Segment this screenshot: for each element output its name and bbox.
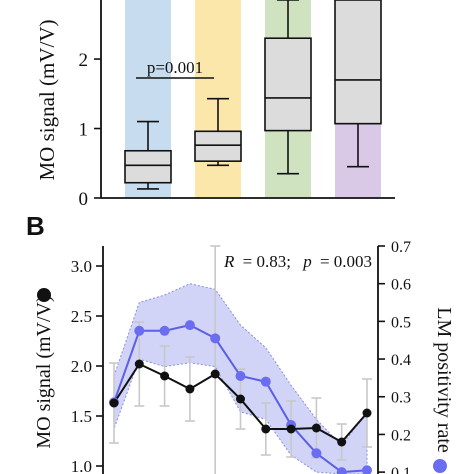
mo-signal-point-1	[109, 398, 119, 408]
annotation-r-value: = 0.83;	[243, 252, 291, 271]
panel-b-left-tick-label-2: 2.0	[71, 357, 92, 376]
panel-b-points	[109, 320, 372, 474]
panel-b-left-legend-marker	[37, 288, 51, 302]
mo-signal-point-9	[311, 423, 321, 433]
lm-positivity-point-3	[159, 325, 170, 336]
panel-b-right-axis: 0.1 0.2 0.3 0.4 0.5 0.6 0.7	[377, 239, 411, 474]
panel-a-boxes	[124, 0, 382, 190]
panel-a-y-tick-label-1: 1	[79, 120, 89, 141]
panel-b: B 1.01.52.02.53.0 0.10.20.30.40.50.60.7 …	[26, 211, 455, 474]
panel-a-y-tick-label-0: 0	[79, 189, 89, 210]
panel-b-right-tick-label-2: 0.3	[391, 390, 411, 407]
mo-signal-point-2	[134, 359, 144, 369]
panel-b-left-tick-label-1: 1.5	[71, 407, 92, 426]
panel-b-right-tick-label-1: 0.2	[391, 427, 411, 444]
mo-signal-point-7	[261, 424, 271, 434]
mo-signal-point-11	[362, 408, 372, 418]
panel-b-label: B	[26, 211, 45, 241]
box-iqr	[264, 37, 312, 132]
box-group-3	[264, 0, 312, 175]
lm-positivity-point-11	[362, 465, 372, 474]
panel-a: 0 1 2 MO signal (mV/V) p=0.001	[35, 0, 395, 210]
panel-a-p-value-annotation: p=0.001	[147, 58, 203, 77]
lm-positivity-point-2	[134, 325, 145, 336]
mo-signal-point-6	[236, 394, 245, 404]
box-group-1	[124, 120, 172, 190]
lm-positivity-point-9	[311, 448, 322, 459]
panel-b-right-tick-label-5: 0.6	[391, 277, 411, 294]
panel-b-right-tick-label-0: 0.1	[391, 465, 411, 474]
panel-b-left-tick-label-3: 2.5	[71, 307, 92, 326]
mo-signal-point-3	[160, 371, 170, 381]
annotation-r-symbol: R	[223, 252, 235, 271]
mo-signal-point-8	[286, 424, 296, 434]
lm-positivity-point-10	[336, 467, 347, 474]
panel-b-correlation-annotation: R = 0.83; p = 0.003	[223, 252, 372, 271]
mo-signal-point-10	[337, 437, 347, 447]
panel-b-left-tick-label-0: 1.0	[71, 457, 92, 474]
panel-b-right-legend-marker	[433, 459, 447, 473]
box-group-2	[194, 97, 242, 167]
panel-b-right-tick-label-4: 0.5	[391, 314, 411, 331]
lm-positivity-point-7	[260, 376, 271, 387]
box-group-4	[334, 0, 382, 168]
panel-b-left-axis: 1.0 1.5 2.0 2.5 3.0	[71, 246, 104, 474]
mo-signal-point-5	[210, 369, 220, 379]
panel-b-right-axis-label: LM positivity rate	[433, 307, 455, 453]
lm-positivity-point-4	[184, 320, 195, 331]
box-iqr	[194, 130, 242, 162]
panel-a-y-axis-label: MO signal (mV/V)	[35, 20, 59, 181]
panel-b-right-tick-label-3: 0.4	[391, 352, 411, 369]
lm-positivity-point-5	[210, 333, 221, 344]
mo-signal-point-4	[185, 384, 195, 394]
panel-b-right-tick-label-6: 0.7	[391, 239, 411, 256]
panel-b-left-tick-label-4: 3.0	[71, 257, 92, 276]
error-bar-5	[210, 245, 221, 474]
annotation-p-symbol: p	[302, 252, 312, 271]
box-iqr	[334, 0, 382, 125]
box-iqr	[124, 149, 172, 184]
panel-a-y-tick-label-2: 2	[79, 50, 89, 71]
lm-positivity-point-6	[235, 371, 246, 382]
annotation-p-value: = 0.003	[320, 252, 372, 271]
panel-b-left-axis-label: MO signal (mV/V)	[33, 295, 55, 448]
panel-a-y-axis: 0 1 2	[79, 0, 395, 210]
